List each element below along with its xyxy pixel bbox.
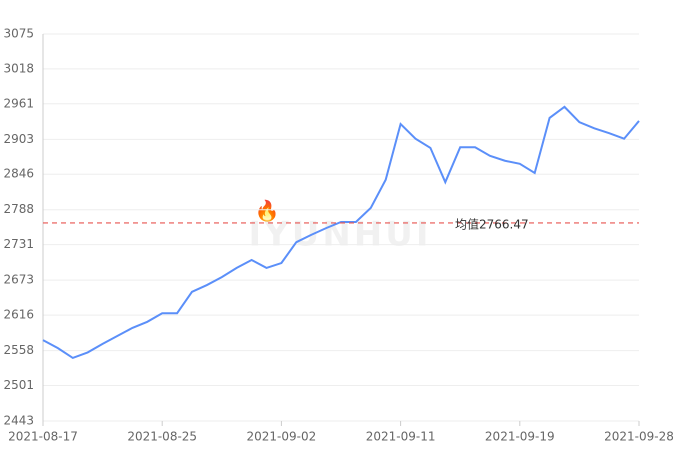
x-tick-label: 2021-08-17	[8, 430, 78, 444]
watermark: IYUNHUI	[248, 215, 431, 255]
y-tick-label: 2501	[3, 378, 34, 392]
fire-marker: 🔥	[255, 199, 280, 223]
x-tick-label: 2021-09-11	[366, 430, 436, 444]
x-tick-label: 2021-08-25	[127, 430, 197, 444]
y-tick-label: 2961	[3, 96, 34, 110]
x-tick-label: 2021-09-19	[485, 430, 555, 444]
y-tick-label: 2443	[3, 414, 34, 428]
x-tick-label: 2021-09-02	[247, 430, 317, 444]
y-tick-label: 2616	[3, 308, 34, 322]
x-tick-label: 2021-09-28	[604, 430, 674, 444]
y-tick-label: 3018	[3, 61, 34, 75]
y-tick-label: 3075	[3, 27, 34, 41]
y-tick-label: 2673	[3, 273, 34, 287]
data-line	[42, 105, 640, 360]
y-tick-label: 2558	[3, 343, 34, 357]
y-tick-label: 2903	[3, 132, 34, 146]
y-tick-label: 2788	[3, 202, 34, 216]
y-tick-label: 2846	[3, 167, 34, 181]
y-tick-label: 2731	[3, 237, 34, 251]
mean-label: 均值2766.47	[455, 216, 529, 231]
